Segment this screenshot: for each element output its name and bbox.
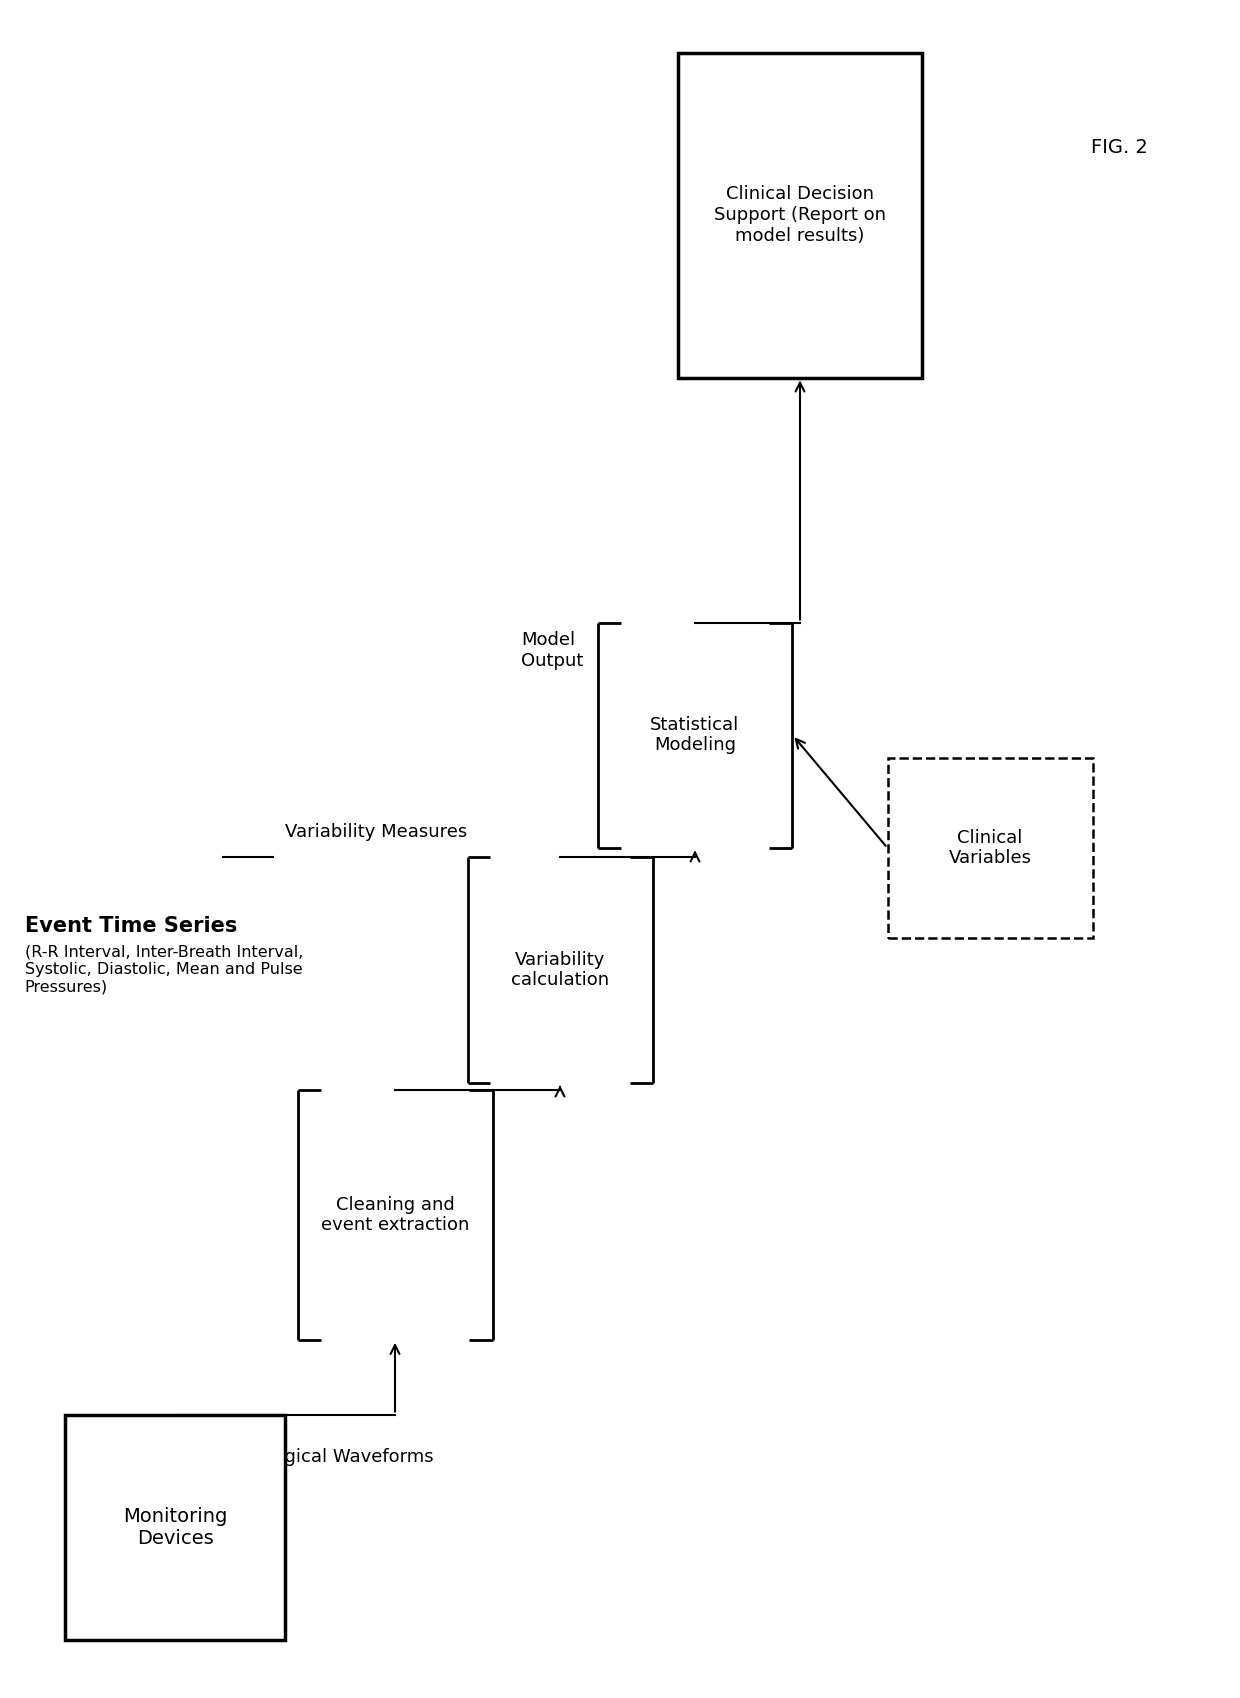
Text: Variability
calculation: Variability calculation [511,951,609,990]
Text: Event Time Series: Event Time Series [25,915,237,936]
Text: Statistical
Modeling: Statistical Modeling [650,715,739,754]
Text: Variability Measures: Variability Measures [285,822,467,841]
FancyBboxPatch shape [888,757,1092,937]
FancyBboxPatch shape [64,1414,285,1640]
Text: Model
Output: Model Output [521,632,584,669]
FancyBboxPatch shape [677,53,923,377]
Text: FIG. 2: FIG. 2 [1091,138,1148,156]
Text: Physiological Waveforms: Physiological Waveforms [211,1448,434,1467]
Text: Clinical
Variables: Clinical Variables [949,829,1032,868]
Text: Cleaning and
event extraction: Cleaning and event extraction [321,1195,469,1234]
Text: Monitoring
Devices: Monitoring Devices [123,1506,227,1547]
Text: (R-R Interval, Inter-Breath Interval,
Systolic, Diastolic, Mean and Pulse
Pressu: (R-R Interval, Inter-Breath Interval, Sy… [25,944,303,995]
Text: Clinical Decision
Support (Report on
model results): Clinical Decision Support (Report on mod… [714,185,887,245]
